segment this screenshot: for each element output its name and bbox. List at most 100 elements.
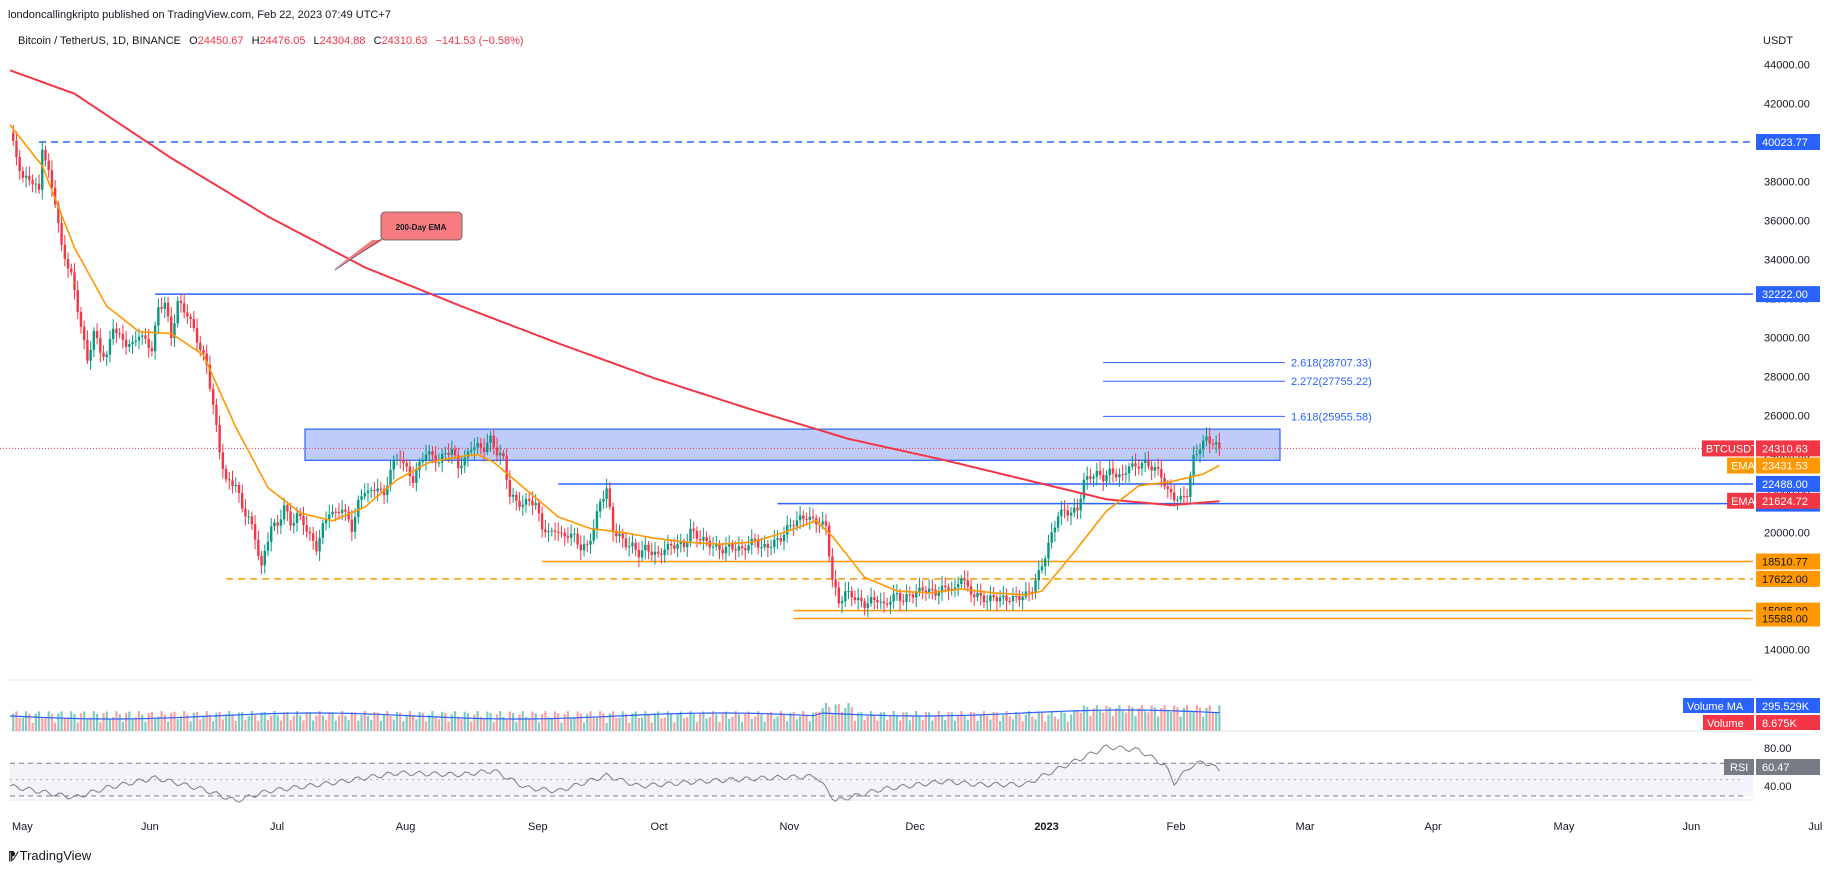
candle-body <box>1153 467 1157 471</box>
candle-body <box>1073 507 1076 513</box>
volume-bar <box>1008 716 1011 731</box>
volume-bar <box>1053 716 1056 731</box>
price-label-value: 23431.53 <box>1762 461 1808 473</box>
volume-bar <box>940 715 944 731</box>
volume-bar <box>624 713 628 731</box>
candle-body <box>650 551 653 555</box>
rsi-line <box>9 744 1220 803</box>
candle-body <box>521 504 524 507</box>
candle-body <box>1095 470 1099 477</box>
rsi-value-box <box>1756 759 1820 775</box>
candle-body <box>998 597 1002 602</box>
volume-bar <box>137 711 141 731</box>
volume-bar <box>41 718 44 731</box>
candle-body <box>1118 474 1121 478</box>
candle-body <box>873 597 876 600</box>
candle-body <box>337 511 341 514</box>
price-label-name-box <box>1701 440 1754 457</box>
volume-bar <box>708 717 711 731</box>
volume-bar <box>611 711 615 731</box>
candle-body <box>1108 468 1111 476</box>
volume-bar <box>960 711 963 731</box>
volume-bar <box>795 719 798 731</box>
volume-bar <box>350 712 353 731</box>
candle-body <box>985 601 989 603</box>
candle-body <box>866 603 870 608</box>
volume-bar <box>50 713 54 731</box>
candle-body <box>615 532 618 537</box>
candle-body <box>1131 463 1134 467</box>
volume-bar <box>892 711 895 731</box>
candle-body <box>524 498 528 505</box>
candle-body <box>334 511 337 513</box>
volume-bar <box>818 711 821 731</box>
volume-bar <box>1118 705 1121 731</box>
volume-bar <box>1089 715 1092 731</box>
candle-body <box>392 460 395 470</box>
price-tick-label: 36000.00 <box>1764 215 1810 227</box>
volume-bar <box>328 712 331 731</box>
candle-body <box>1169 488 1173 493</box>
symbol-title[interactable]: Bitcoin / TetherUS, 1D, BINANCE <box>18 35 182 47</box>
volume-bar <box>1073 711 1076 731</box>
volume-bar <box>1137 708 1140 731</box>
volume-bar <box>724 711 728 731</box>
volume-bar <box>699 713 702 731</box>
candle-body <box>86 339 89 361</box>
volume-bar <box>1147 712 1150 731</box>
candle-body <box>705 537 708 541</box>
volume-bar <box>740 721 744 731</box>
volume-bar <box>973 712 976 731</box>
candle-body <box>228 479 231 481</box>
candle-body <box>505 456 508 480</box>
volume-bar <box>615 717 618 731</box>
volume-bar <box>1092 708 1095 731</box>
candle-body <box>389 469 392 486</box>
volume-bar <box>1144 711 1147 731</box>
volume-bar <box>844 708 847 731</box>
volume-bar <box>666 711 669 731</box>
price-label-name: EMA <box>1731 496 1756 508</box>
candle-body <box>440 453 444 463</box>
candle-body <box>618 533 621 537</box>
footer-brand[interactable]: ⁋⁄ TradingView <box>8 848 91 863</box>
candle-body <box>721 549 724 554</box>
candle-body <box>347 511 350 520</box>
candle-body <box>802 515 805 520</box>
candle-body <box>1092 476 1095 479</box>
candle-body <box>328 514 331 520</box>
candle-body <box>827 525 831 557</box>
candle-body <box>1027 591 1031 593</box>
volume-bar <box>621 711 624 731</box>
candle-body <box>453 449 457 456</box>
candle-body <box>657 551 660 554</box>
candle-body <box>1144 460 1147 463</box>
volume-bar <box>1102 712 1105 731</box>
volume-bar <box>1115 708 1118 731</box>
candle-body <box>105 354 108 357</box>
candle-body <box>1053 527 1057 533</box>
candle-body <box>995 597 999 602</box>
candle-body <box>518 500 521 507</box>
price-tick-label: 30000.00 <box>1764 332 1810 344</box>
candle-body <box>592 529 595 541</box>
volume-bar <box>263 712 266 731</box>
candle-body <box>279 519 283 526</box>
candle-body <box>324 519 328 524</box>
candle-body <box>182 303 186 313</box>
volume-bar <box>312 720 315 731</box>
candle-body <box>112 328 115 340</box>
candle-body <box>811 516 815 519</box>
volume-bar <box>573 718 576 731</box>
candle-body <box>927 588 931 593</box>
candle-body <box>686 541 689 548</box>
candle-body <box>1031 591 1034 593</box>
candle-body <box>573 533 576 535</box>
volume-bar <box>141 714 144 731</box>
close-value: 24310.63 <box>381 35 428 47</box>
volume-bar <box>160 711 163 731</box>
volume-bar <box>1057 719 1060 731</box>
volume-bar <box>1060 711 1063 731</box>
volume-bar <box>344 715 347 731</box>
